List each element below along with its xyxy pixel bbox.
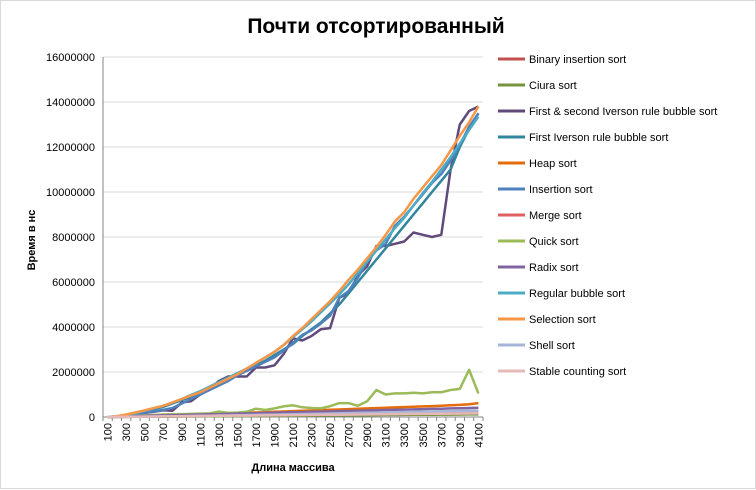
- y-tick-label: 0: [89, 412, 95, 424]
- y-tick-label: 16000000: [46, 52, 95, 64]
- x-tick-label: 500: [140, 423, 152, 441]
- y-tick-label: 6000000: [52, 277, 95, 289]
- x-tick-label: 1900: [269, 423, 281, 447]
- x-tick-label: 2100: [288, 423, 300, 447]
- legend-entry: Quick sort: [529, 236, 579, 248]
- series-line: [107, 412, 479, 419]
- x-tick-label: 3700: [436, 423, 448, 447]
- x-tick-label: 300: [121, 423, 133, 441]
- legend-entry: Regular bubble sort: [529, 288, 625, 300]
- legend-entry: Shell sort: [529, 340, 575, 352]
- x-tick-labels: 100 300 500 700 900 1100 1300 1500 1700 1900 2100 2…: [103, 423, 486, 447]
- y-tick-label: 2000000: [52, 367, 95, 379]
- legend: Binary insertion sort Ciura sort First & s…: [498, 54, 717, 378]
- x-tick-label: 2900: [362, 423, 374, 447]
- legend-entry: First & second Iverson rule bubble sort: [529, 106, 717, 118]
- axes: [102, 57, 484, 421]
- y-tick-label: 12000000: [46, 142, 95, 154]
- series-line: [107, 105, 479, 419]
- y-tick-label: 10000000: [46, 187, 95, 199]
- x-tick-label: 1100: [195, 423, 207, 447]
- legend-entry: Merge sort: [529, 210, 582, 222]
- legend-entry: Stable counting sort: [529, 366, 626, 378]
- legend-entry: Radix sort: [529, 262, 579, 274]
- series-line: [107, 105, 480, 419]
- x-tick-label: 1700: [251, 423, 263, 447]
- x-tick-label: 3100: [381, 423, 393, 447]
- x-tick-label: 2500: [325, 423, 337, 447]
- x-tick-label: 2300: [307, 423, 319, 447]
- x-tick-label: 100: [103, 423, 115, 441]
- legend-entry: Selection sort: [529, 314, 596, 326]
- legend-entry: Heap sort: [529, 158, 577, 170]
- legend-entry: First Iverson rule bubble sort: [529, 132, 668, 144]
- legend-entry: Insertion sort: [529, 184, 593, 196]
- x-tick-label: 3900: [455, 423, 467, 447]
- y-tick-label: 4000000: [52, 322, 95, 334]
- y-axis-title: Время в нс: [26, 210, 38, 271]
- x-tick-label: 900: [177, 423, 189, 441]
- x-tick-label: 3500: [418, 423, 430, 447]
- y-tick-label: 8000000: [52, 232, 95, 244]
- x-tick-label: 1300: [214, 423, 226, 447]
- y-tick-labels: 0 2000000 4000000 6000000 8000000 10000000 120…: [46, 52, 95, 424]
- x-tick-label: 700: [158, 423, 170, 441]
- series-lines: [107, 105, 480, 419]
- x-tick-label: 1500: [232, 423, 244, 447]
- legend-entry: Ciura sort: [529, 80, 577, 92]
- x-tick-label: 4100: [473, 423, 485, 447]
- chart-title: Почти отсортированный: [247, 15, 504, 38]
- x-tick-label: 2700: [344, 423, 356, 447]
- x-axis-title: Длина массива: [251, 462, 335, 474]
- series-line: [107, 112, 480, 419]
- legend-entry: Binary insertion sort: [529, 54, 626, 66]
- x-tick-label: 3300: [399, 423, 411, 447]
- y-tick-label: 14000000: [46, 97, 95, 109]
- gridlines: [103, 56, 483, 373]
- series-line: [107, 112, 480, 419]
